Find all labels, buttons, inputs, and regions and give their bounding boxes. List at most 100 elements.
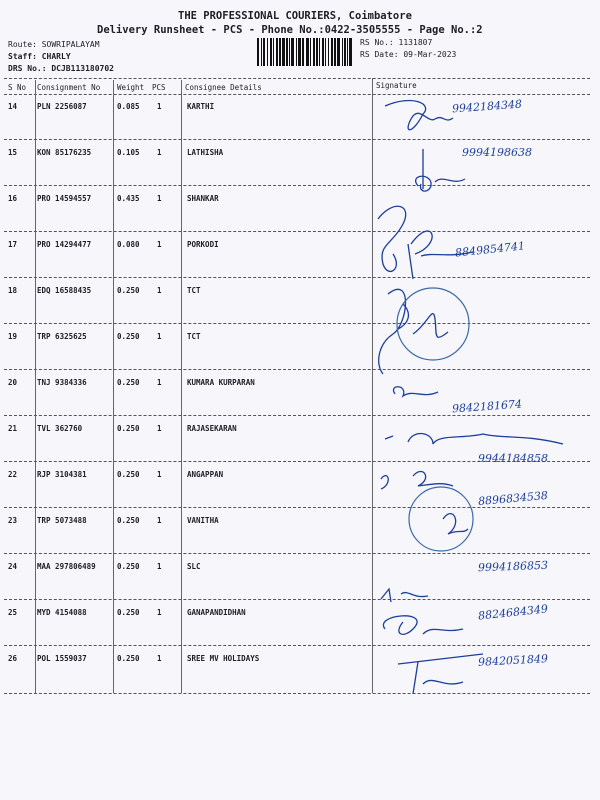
row-divider — [4, 185, 590, 186]
cell-sno: 14 — [8, 102, 18, 111]
cell-weight: 0.080 — [117, 240, 140, 249]
cell-consignee: KARTHI — [187, 102, 215, 111]
cell-weight: 0.435 — [117, 194, 140, 203]
cell-consignment: MYD 4154088 — [37, 608, 87, 617]
cell-consignee: SREE MV HOLIDAYS — [187, 654, 260, 663]
row-divider — [4, 139, 590, 140]
cell-pcs: 1 — [157, 148, 162, 157]
runsheet-subtitle: Delivery Runsheet - PCS - Phone No.:0422… — [97, 24, 483, 36]
staff-line: Staff: CHARLY — [8, 52, 71, 61]
barcode-bar — [276, 38, 278, 66]
cell-consignment: PRO 14294477 — [37, 240, 92, 249]
signature-row-21 — [384, 432, 564, 445]
signature-row-22 — [380, 470, 454, 490]
col-header-signature: Signature — [376, 81, 417, 90]
signature-row-24 — [380, 587, 429, 603]
cell-sno: 16 — [8, 194, 18, 203]
barcode-bar — [267, 38, 268, 66]
barcode-bar — [331, 38, 333, 66]
stamp-row-23 — [408, 486, 474, 552]
cell-sno: 24 — [8, 562, 18, 571]
col-header-weight: Weight — [117, 83, 145, 92]
company-stamp — [396, 287, 470, 361]
cell-weight: 0.250 — [117, 470, 140, 479]
signature-row-20 — [392, 386, 439, 398]
cell-pcs: 1 — [157, 332, 162, 341]
signature-row-26 — [397, 653, 484, 694]
cell-sno: 18 — [8, 286, 18, 295]
barcode-bar — [347, 38, 348, 66]
cell-consignee: TCT — [187, 332, 201, 341]
row-divider — [4, 507, 590, 508]
cell-pcs: 1 — [157, 470, 162, 479]
cell-sno: 17 — [8, 240, 18, 249]
signature-row-17 — [407, 230, 474, 280]
cell-consignee: ANGAPPAN — [187, 470, 224, 479]
route-line: Route: SOWRIPALAYAM — [8, 40, 100, 49]
barcode-bar — [302, 38, 304, 66]
cell-pcs: 1 — [157, 424, 162, 433]
cell-consignment: POL 1559037 — [37, 654, 87, 663]
cell-consignment: KON 85176235 — [37, 148, 92, 157]
handwritten-phone: 9994186853 — [477, 558, 549, 575]
cell-consignment: PRO 14594557 — [37, 194, 92, 203]
cell-consignment: TRP 5073488 — [37, 516, 87, 525]
signature-row-16 — [377, 205, 407, 273]
barcode-bar — [349, 38, 352, 66]
cell-weight: 0.250 — [117, 332, 140, 341]
cell-consignee: TCT — [187, 286, 201, 295]
cell-sno: 26 — [8, 654, 18, 663]
handwritten-phone: 9944184858 — [478, 452, 548, 465]
barcode-bar — [328, 38, 329, 66]
signature-row-25 — [382, 615, 464, 635]
staff-label: Staff: — [8, 52, 37, 61]
column-rule — [372, 78, 373, 693]
cell-consignee: KUMARA KURPARAN — [187, 378, 255, 387]
signature-row-14 — [384, 99, 454, 131]
barcode-bar — [273, 38, 274, 66]
cell-pcs: 1 — [157, 608, 162, 617]
cell-sno: 19 — [8, 332, 18, 341]
cell-sno: 21 — [8, 424, 18, 433]
rs-no-line: RS No.: 1131807 — [360, 38, 432, 47]
barcode-bar — [342, 38, 343, 66]
column-rule — [113, 80, 114, 693]
cell-weight: 0.105 — [117, 148, 140, 157]
cell-pcs: 1 — [157, 240, 162, 249]
signature-row-18 — [378, 288, 410, 375]
cell-pcs: 1 — [157, 102, 162, 111]
barcode-bar — [289, 38, 290, 66]
rs-no-value: 1131807 — [398, 38, 433, 47]
column-rule — [181, 80, 182, 693]
cell-weight: 0.250 — [117, 654, 140, 663]
row-divider — [4, 277, 590, 278]
divider — [4, 78, 590, 79]
cell-sno: 15 — [8, 148, 18, 157]
cell-consignment: MAA 297806489 — [37, 562, 96, 571]
signature-row-23 — [442, 512, 469, 535]
col-header-consignment: Consignment No — [37, 83, 101, 92]
cell-consignee: GANAPANDIDHAN — [187, 608, 246, 617]
row-divider — [4, 323, 590, 324]
row-divider — [4, 693, 590, 694]
row-divider — [4, 553, 590, 554]
drs-value: DCJB113180702 — [51, 64, 114, 73]
cell-weight: 0.085 — [117, 102, 140, 111]
signature-row-15 — [415, 149, 466, 192]
cell-consignee: RAJASEKARAN — [187, 424, 237, 433]
staff-value: CHARLY — [41, 52, 71, 61]
cell-consignment: TNJ 9384336 — [37, 378, 87, 387]
rs-date-label: RS Date: — [360, 50, 399, 59]
handwritten-phone: 9994198638 — [462, 146, 532, 159]
row-divider — [4, 415, 590, 416]
cell-consignment: TVL 362760 — [37, 424, 83, 433]
col-header-sno: S No — [8, 83, 27, 92]
cell-sno: 20 — [8, 378, 18, 387]
barcode-bar — [313, 38, 315, 66]
cell-weight: 0.250 — [117, 378, 140, 387]
signatures — [377, 99, 564, 694]
barcode-bar — [263, 38, 265, 66]
barcode-bar — [279, 38, 281, 66]
barcode-bar — [310, 38, 311, 66]
cell-weight: 0.250 — [117, 424, 140, 433]
